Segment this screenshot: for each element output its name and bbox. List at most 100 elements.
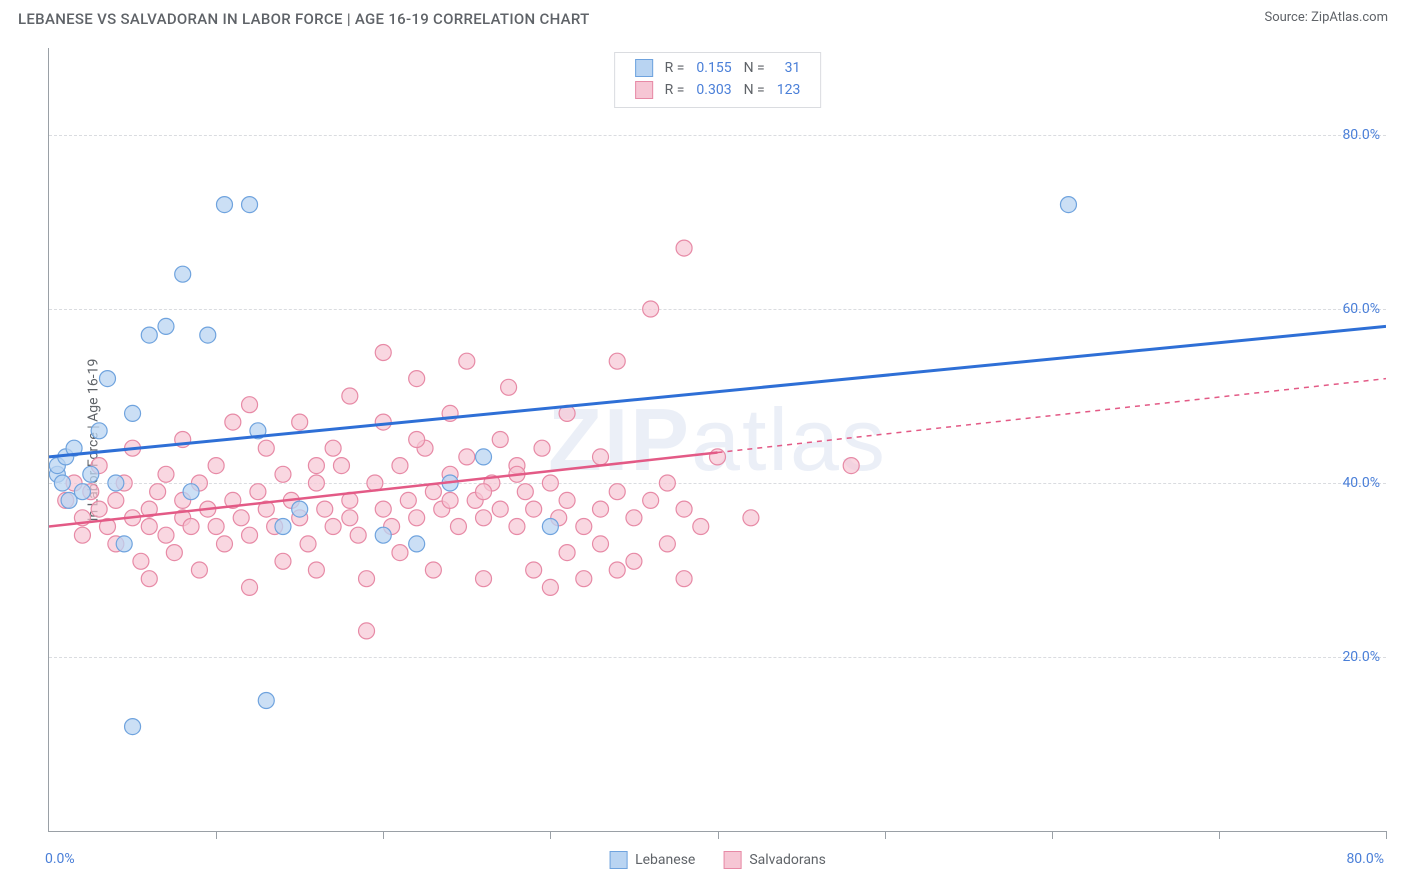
data-point (74, 484, 90, 500)
data-point (609, 484, 625, 500)
data-point (108, 475, 124, 491)
data-point (534, 440, 550, 456)
data-point (150, 484, 166, 500)
data-point (208, 458, 224, 474)
data-point (559, 492, 575, 508)
data-point (233, 510, 249, 526)
data-point (643, 301, 659, 317)
data-point (375, 501, 391, 517)
stat-label-N: N = (738, 57, 771, 79)
data-point (91, 501, 107, 517)
data-point (275, 519, 291, 535)
data-point (242, 579, 258, 595)
data-point (292, 501, 308, 517)
data-point (593, 536, 609, 552)
data-point (743, 510, 759, 526)
data-point (542, 475, 558, 491)
source-name: ZipAtlas.com (1311, 10, 1388, 25)
data-point (693, 519, 709, 535)
data-point (183, 519, 199, 535)
data-point (325, 519, 341, 535)
data-point (191, 562, 207, 578)
x-tick (885, 831, 886, 839)
x-tick (718, 831, 719, 839)
legend-item-salvadorans: Salvadorans (723, 851, 826, 869)
plot-area: ZIPatlas R = 0.155 N = 31 R = 0.303 N = … (48, 48, 1386, 832)
x-axis-max-label: 80.0% (1346, 851, 1384, 867)
trend-line (49, 326, 1386, 457)
swatch-salvadorans-icon (635, 81, 653, 99)
data-point (843, 458, 859, 474)
data-point (308, 475, 324, 491)
data-point (593, 501, 609, 517)
data-point (158, 318, 174, 334)
data-point (392, 545, 408, 561)
data-point (476, 510, 492, 526)
data-point (626, 553, 642, 569)
stat-N-lebanese: 31 (771, 57, 807, 79)
data-point (175, 266, 191, 282)
data-point (250, 484, 266, 500)
data-point (459, 449, 475, 465)
data-point (476, 449, 492, 465)
data-point (359, 571, 375, 587)
data-point (225, 414, 241, 430)
data-point (308, 562, 324, 578)
data-point (676, 240, 692, 256)
legend-row-salvadorans: R = 0.303 N = 123 (629, 79, 807, 101)
data-point (409, 510, 425, 526)
data-point (375, 527, 391, 543)
data-point (74, 527, 90, 543)
data-point (54, 475, 70, 491)
x-tick (1386, 831, 1387, 839)
data-point (425, 562, 441, 578)
data-point (99, 371, 115, 387)
x-axis-min-label: 0.0% (45, 851, 75, 867)
data-point (91, 423, 107, 439)
data-point (593, 449, 609, 465)
data-point (542, 579, 558, 595)
data-point (317, 501, 333, 517)
source-attribution: Source: ZipAtlas.com (1264, 10, 1388, 25)
data-point (342, 510, 358, 526)
data-point (609, 562, 625, 578)
x-tick (216, 831, 217, 839)
data-point (425, 484, 441, 500)
legend-label-salvadorans: Salvadorans (749, 852, 826, 868)
data-point (141, 519, 157, 535)
data-point (409, 432, 425, 448)
x-tick (550, 831, 551, 839)
data-point (300, 536, 316, 552)
data-point (116, 536, 132, 552)
scatter-svg (49, 48, 1386, 831)
data-point (526, 501, 542, 517)
data-point (375, 345, 391, 361)
data-point (333, 458, 349, 474)
stat-label-R: R = (659, 57, 691, 79)
data-point (275, 553, 291, 569)
data-point (342, 388, 358, 404)
chart-title: LEBANESE VS SALVADORAN IN LABOR FORCE | … (18, 10, 590, 28)
data-point (258, 693, 274, 709)
swatch-lebanese-bottom-icon (609, 851, 627, 869)
data-point (166, 545, 182, 561)
swatch-lebanese-icon (635, 59, 653, 77)
data-point (325, 440, 341, 456)
swatch-salvadorans-bottom-icon (723, 851, 741, 869)
data-point (216, 197, 232, 213)
data-point (710, 449, 726, 465)
data-point (308, 458, 324, 474)
stat-label-R2: R = (659, 79, 691, 101)
data-point (133, 553, 149, 569)
stat-R-lebanese: 0.155 (690, 57, 737, 79)
data-point (359, 623, 375, 639)
data-point (626, 510, 642, 526)
data-point (400, 492, 416, 508)
stat-label-N2: N = (738, 79, 771, 101)
x-tick (1219, 831, 1220, 839)
data-point (208, 519, 224, 535)
source-label: Source: (1264, 10, 1311, 25)
data-point (216, 536, 232, 552)
data-point (158, 527, 174, 543)
data-point (459, 353, 475, 369)
